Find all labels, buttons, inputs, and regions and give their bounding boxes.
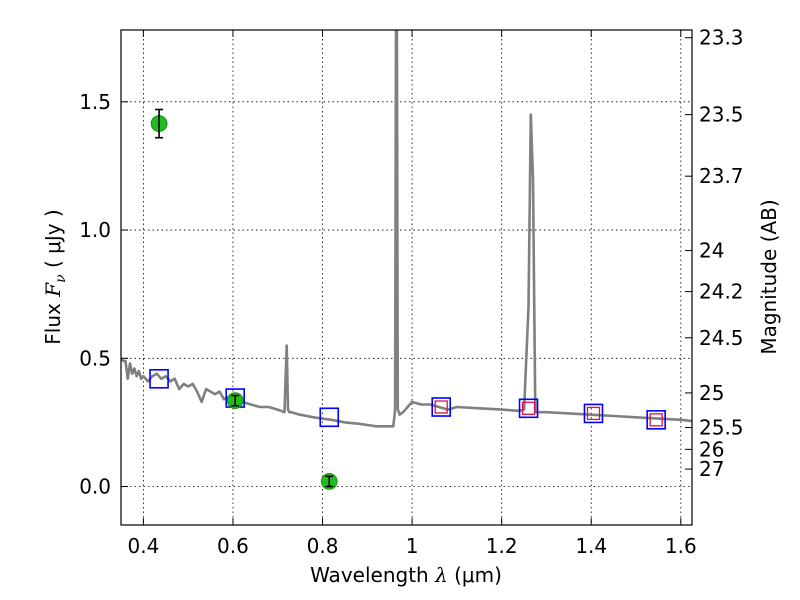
y-axis-title: Flux Fν ( μJy ) — [41, 209, 69, 344]
y2-tick-label: 23.7 — [699, 164, 744, 188]
spectrum-line — [121, 30, 692, 428]
model-photometry-point — [149, 369, 169, 389]
marker-series — [149, 108, 666, 490]
x-tick-label: 0.4 — [127, 534, 159, 558]
x-axis-title-prefix: Wavelength — [310, 563, 435, 587]
y2-tick-label: 27 — [699, 457, 724, 481]
y2-tick-label: 24 — [699, 239, 724, 263]
model-photometry-point — [431, 397, 452, 417]
y2-tick-label: 24.2 — [699, 280, 744, 304]
y2-tick-label: 23.3 — [699, 26, 744, 50]
y-tick-label: 1.5 — [79, 90, 111, 114]
upper-limit-point — [521, 401, 536, 415]
y2-tick-label: 24.5 — [699, 326, 744, 350]
x-tick-label: 1.2 — [486, 534, 518, 558]
upper-limit-point — [586, 406, 601, 421]
x-tick-label: 0.6 — [217, 534, 249, 558]
plot-frame — [120, 29, 693, 526]
y-axis-title-symbol: F — [41, 282, 65, 298]
spectrum-series — [121, 30, 692, 428]
axis-ticks: 0.4 0.6 0.8 1 1.2 1.4 1.6 0.0 0.5 1.0 1.5 23.3 23.5 2… — [79, 26, 743, 558]
model-photometry-point — [319, 407, 340, 428]
y-axis-title-unit: ( μJy ) — [41, 209, 65, 274]
upper-limit-point — [649, 413, 663, 427]
model-photometry-point — [646, 410, 666, 430]
upper-limit-point — [434, 400, 448, 414]
model-photometry-point — [583, 403, 604, 424]
y2-tick-label: 25 — [699, 381, 724, 405]
x-tick-label: 1.6 — [665, 534, 697, 558]
y-axis-title-prefix: Flux — [41, 297, 65, 345]
y2-tick-label: 26 — [699, 437, 724, 461]
y2-tick-label: 25.5 — [699, 416, 744, 440]
x-tick-label: 1 — [406, 534, 419, 558]
x-tick-label: 1.4 — [575, 534, 607, 558]
x-axis-title: Wavelength λ (μm) — [310, 563, 502, 587]
y-tick-label: 0.5 — [79, 346, 111, 370]
y-tick-label: 1.0 — [79, 218, 111, 242]
y-tick-label: 0.0 — [79, 475, 111, 499]
grid-lines — [121, 30, 692, 525]
x-axis-title-symbol: λ — [434, 563, 448, 587]
x-tick-label: 0.8 — [307, 534, 339, 558]
y2-tick-label: 23.5 — [699, 103, 744, 127]
y-axis-title-subscript: ν — [53, 274, 69, 283]
model-photometry-point — [518, 398, 539, 419]
y2-axis-title: Magnitude (AB) — [757, 199, 781, 354]
x-axis-title-unit: (μm) — [448, 563, 502, 587]
